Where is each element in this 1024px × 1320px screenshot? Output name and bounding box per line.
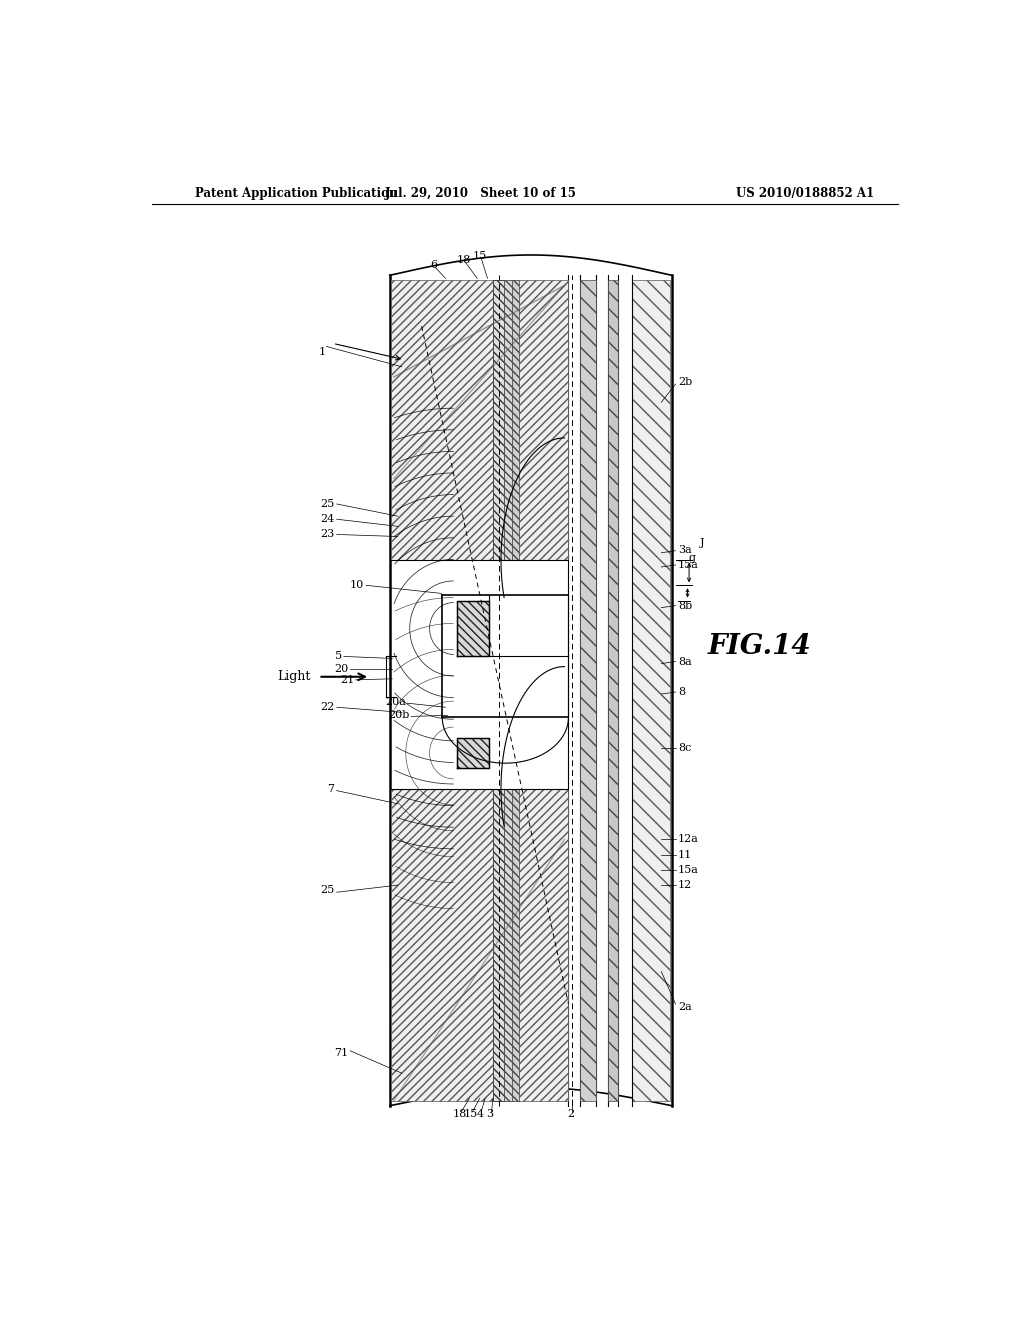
Text: 2a: 2a bbox=[678, 1002, 692, 1012]
Text: 6: 6 bbox=[430, 260, 437, 271]
Text: 4: 4 bbox=[477, 1109, 484, 1119]
Text: 20: 20 bbox=[335, 664, 348, 673]
Text: Patent Application Publication: Patent Application Publication bbox=[196, 187, 398, 201]
Text: 23: 23 bbox=[321, 529, 334, 540]
Bar bbox=[504, 788, 512, 1101]
Text: 15: 15 bbox=[464, 1109, 478, 1119]
Text: J: J bbox=[699, 537, 705, 548]
Text: 8: 8 bbox=[678, 686, 685, 697]
Text: 2b: 2b bbox=[678, 378, 692, 387]
Bar bbox=[391, 788, 568, 1101]
Text: 20a: 20a bbox=[385, 697, 406, 708]
Text: 25: 25 bbox=[321, 499, 334, 510]
Bar bbox=[494, 788, 504, 1101]
Text: 8c: 8c bbox=[678, 743, 691, 752]
Text: 25: 25 bbox=[321, 886, 334, 895]
Text: Light: Light bbox=[278, 671, 310, 684]
Text: Jul. 29, 2010   Sheet 10 of 15: Jul. 29, 2010 Sheet 10 of 15 bbox=[385, 187, 578, 201]
Text: 24: 24 bbox=[321, 515, 334, 524]
Text: 10: 10 bbox=[349, 581, 364, 590]
Bar bbox=[494, 280, 504, 560]
Text: 3: 3 bbox=[486, 1109, 494, 1119]
Text: 12: 12 bbox=[678, 880, 692, 890]
Text: 5: 5 bbox=[335, 652, 342, 661]
Bar bbox=[458, 738, 489, 768]
Text: 3a: 3a bbox=[678, 545, 692, 554]
Text: 8b: 8b bbox=[678, 601, 692, 611]
Bar bbox=[458, 601, 489, 656]
Text: 11: 11 bbox=[678, 850, 692, 859]
Text: 7: 7 bbox=[328, 784, 334, 793]
Text: 15a: 15a bbox=[678, 560, 698, 570]
Text: 15: 15 bbox=[472, 251, 486, 261]
Bar bbox=[608, 280, 618, 1101]
Bar bbox=[581, 280, 596, 1101]
Text: 71: 71 bbox=[335, 1048, 348, 1057]
Text: 22: 22 bbox=[321, 702, 334, 713]
Bar bbox=[632, 280, 670, 1101]
Bar bbox=[512, 280, 519, 560]
Text: FIG.14: FIG.14 bbox=[708, 632, 811, 660]
Text: 12a: 12a bbox=[678, 834, 698, 845]
Text: 1: 1 bbox=[318, 347, 326, 356]
Bar bbox=[391, 280, 568, 560]
Bar bbox=[512, 788, 519, 1101]
Text: 18: 18 bbox=[453, 1109, 467, 1119]
Text: 18: 18 bbox=[457, 255, 471, 265]
Text: 2: 2 bbox=[567, 1109, 574, 1119]
Text: 8a: 8a bbox=[678, 656, 692, 667]
Text: US 2010/0188852 A1: US 2010/0188852 A1 bbox=[736, 187, 873, 201]
Text: g: g bbox=[688, 553, 695, 562]
Text: 20b: 20b bbox=[388, 710, 410, 721]
Bar bbox=[504, 280, 512, 560]
Text: 15a: 15a bbox=[678, 865, 698, 875]
Text: 21: 21 bbox=[340, 675, 354, 685]
